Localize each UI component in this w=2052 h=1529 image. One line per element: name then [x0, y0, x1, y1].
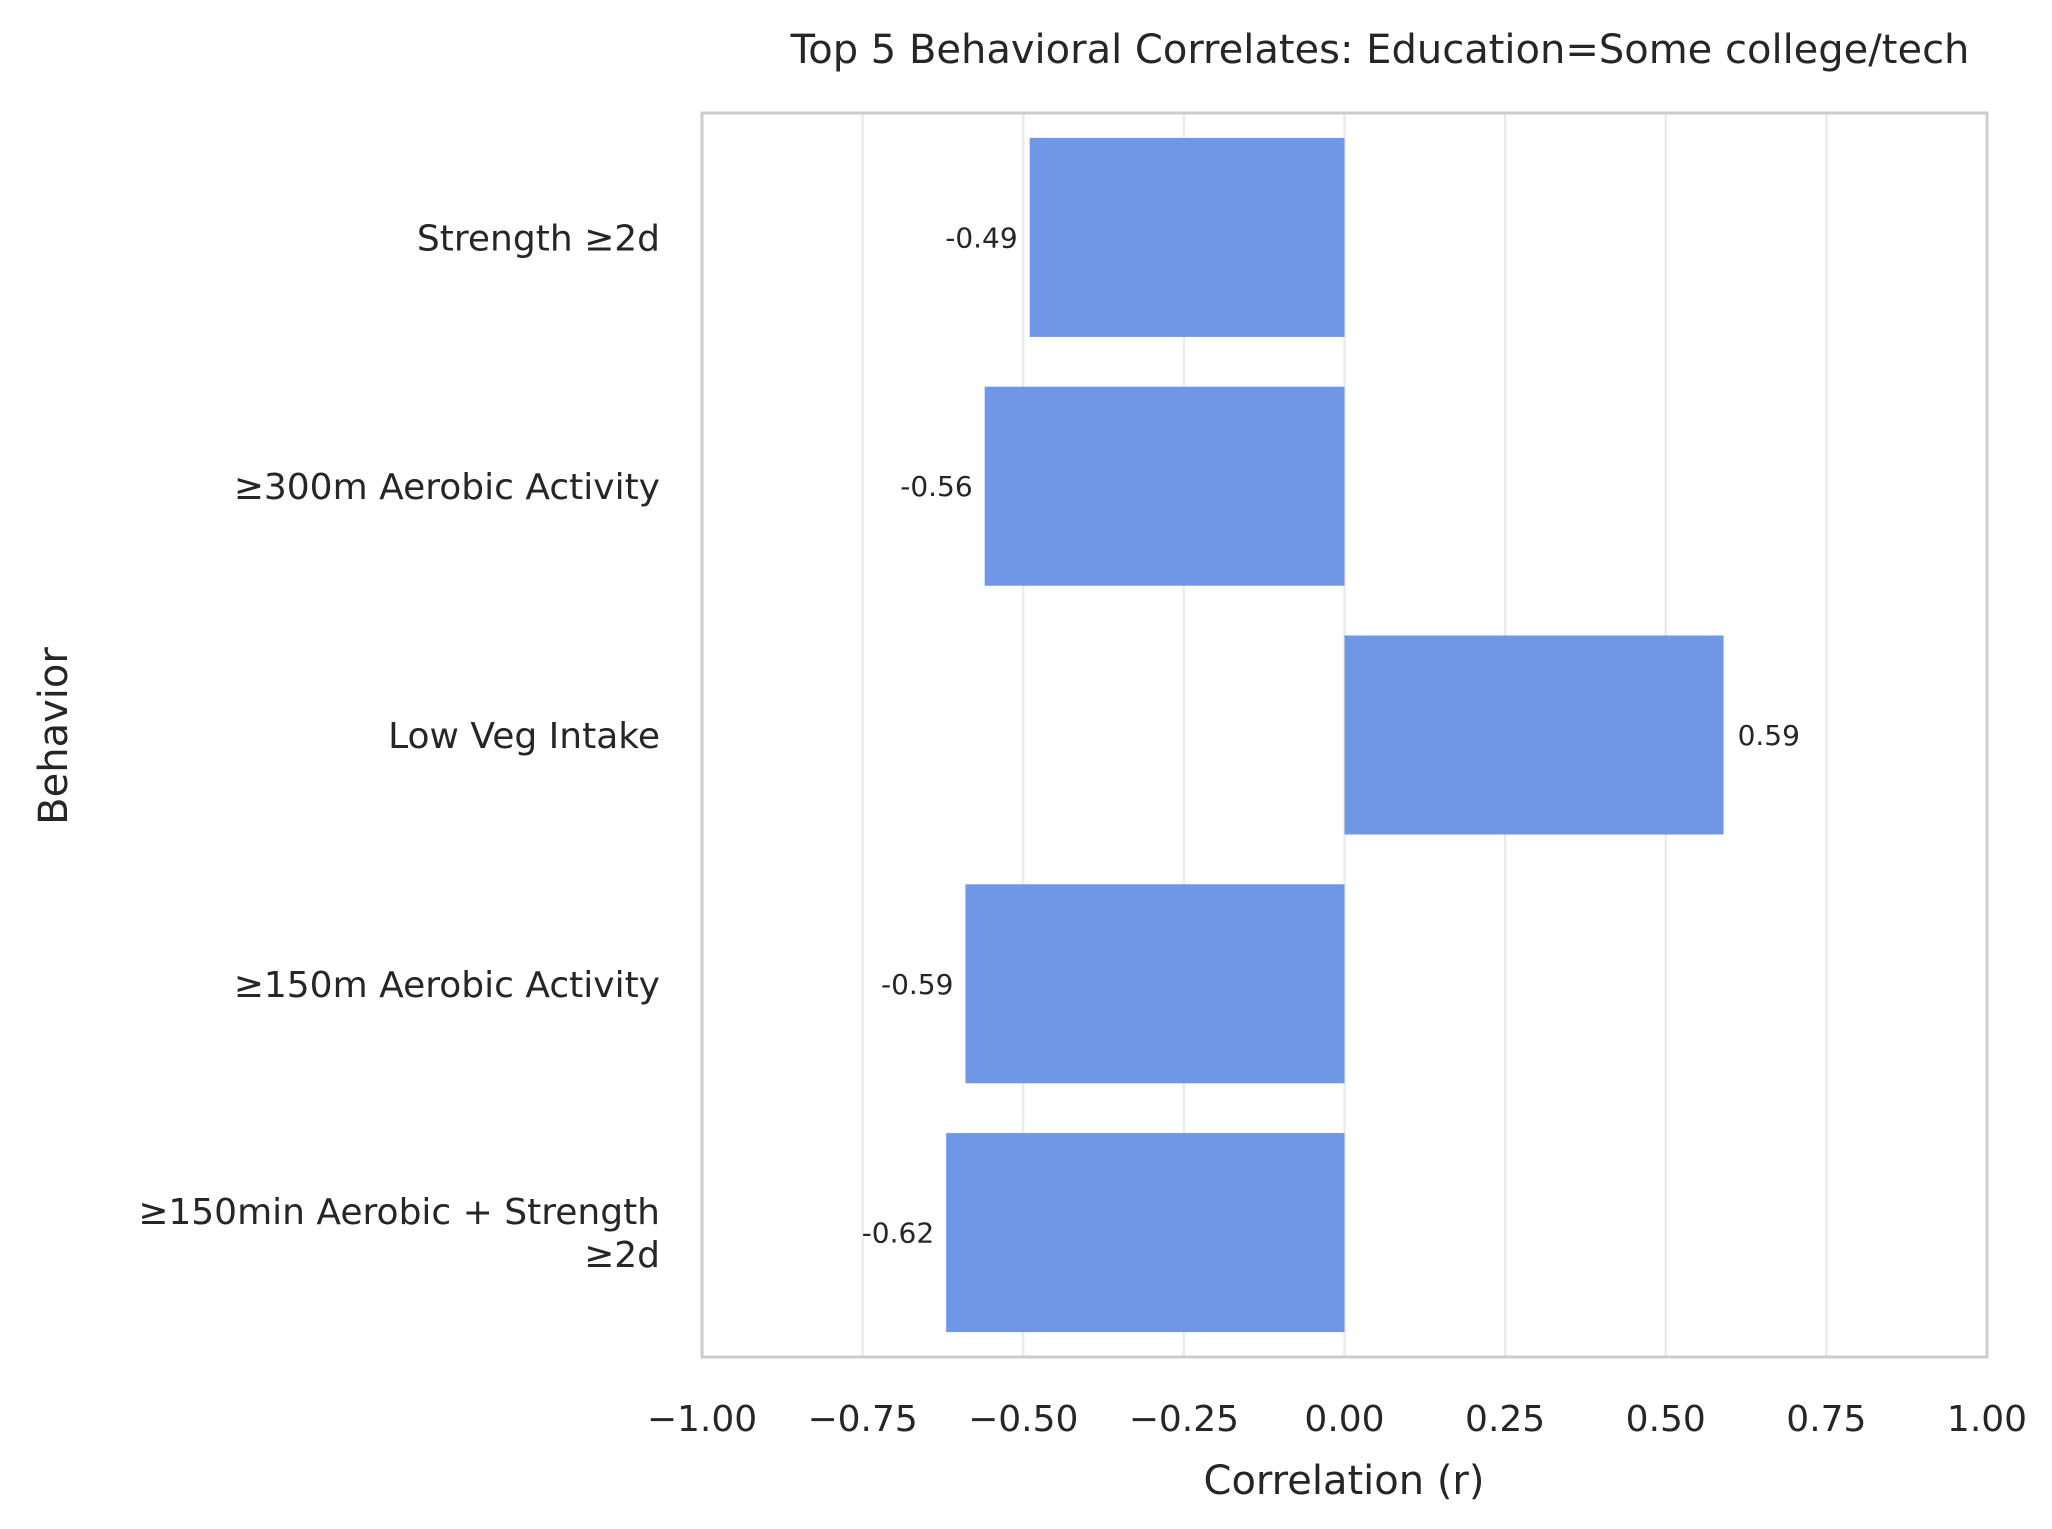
- bar: [984, 386, 1345, 586]
- bars: [946, 137, 1724, 1333]
- data-label: 0.59: [1738, 719, 1800, 752]
- x-tick-label: −1.00: [647, 1399, 757, 1440]
- x-tick-label: 0.50: [1626, 1399, 1706, 1440]
- plot-frame: [700, 111, 1989, 1359]
- y-tick-label: ≥300m Aerobic Activity: [234, 467, 660, 508]
- data-label: -0.62: [862, 1217, 934, 1250]
- x-tick-label: 0.75: [1786, 1399, 1866, 1440]
- x-axis-title: Correlation (r): [1204, 1458, 1485, 1504]
- x-tick-label: 0.00: [1304, 1399, 1384, 1440]
- bar: [1029, 137, 1345, 337]
- x-tick-label: 0.25: [1465, 1399, 1545, 1440]
- bar: [965, 884, 1345, 1084]
- x-tick-label: −0.50: [968, 1399, 1078, 1440]
- bar: [1344, 635, 1724, 835]
- y-axis-title: Behavior: [31, 647, 77, 825]
- y-tick-label: Low Veg Intake: [388, 716, 660, 757]
- data-label: -0.49: [945, 221, 1017, 254]
- y-tick-label: ≥150m Aerobic Activity: [234, 965, 660, 1006]
- x-tick-label: −0.25: [1129, 1399, 1239, 1440]
- data-label: -0.59: [881, 968, 953, 1001]
- x-tick-label: −0.75: [807, 1399, 917, 1440]
- y-tick-labels: Strength ≥2d ≥300m Aerobic Activity Low Ve…: [138, 218, 660, 1276]
- y-tick-label: Strength ≥2d: [417, 218, 660, 259]
- x-tick-label: 1.00: [1947, 1399, 2027, 1440]
- bar: [946, 1133, 1345, 1333]
- x-tick-labels: −1.00 −0.75 −0.50 −0.25 0.00 0.25 0.50 0.75 1.00: [647, 1399, 2027, 1440]
- data-labels: -0.49 -0.56 0.59 -0.59 -0.62: [862, 221, 1800, 1249]
- data-label: -0.56: [900, 470, 972, 503]
- chart-title: Top 5 Behavioral Correlates: Education=S…: [790, 27, 1970, 73]
- y-tick-label: ≥150min Aerobic + Strength ≥2d: [138, 1192, 660, 1276]
